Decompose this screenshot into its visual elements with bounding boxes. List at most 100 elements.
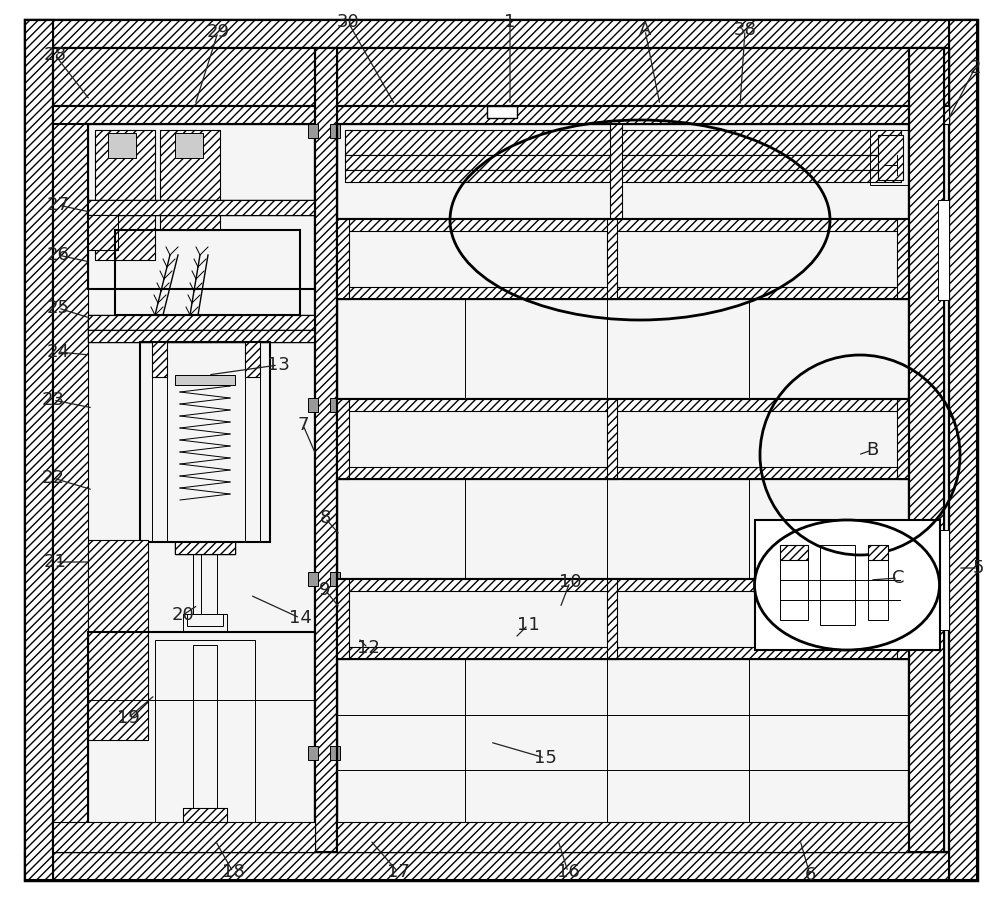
Bar xyxy=(315,48,337,852)
Text: 27: 27 xyxy=(46,196,70,214)
Bar xyxy=(88,200,315,215)
Bar xyxy=(897,399,909,479)
Bar xyxy=(160,130,220,230)
Circle shape xyxy=(377,244,383,250)
Circle shape xyxy=(557,244,563,250)
Bar xyxy=(88,315,315,330)
Circle shape xyxy=(357,424,363,430)
Bar xyxy=(152,342,167,377)
Circle shape xyxy=(597,450,603,456)
Bar xyxy=(88,215,118,250)
Bar xyxy=(155,640,255,840)
Circle shape xyxy=(857,270,863,276)
Circle shape xyxy=(517,424,523,430)
Circle shape xyxy=(517,630,523,636)
Text: 12: 12 xyxy=(357,639,379,657)
Circle shape xyxy=(637,424,643,430)
Circle shape xyxy=(677,630,683,636)
Circle shape xyxy=(437,630,443,636)
Circle shape xyxy=(557,270,563,276)
Bar xyxy=(53,124,315,852)
Bar xyxy=(949,20,977,880)
Circle shape xyxy=(357,604,363,610)
Text: 22: 22 xyxy=(42,469,64,487)
Text: 18: 18 xyxy=(222,863,244,881)
Text: A: A xyxy=(639,21,651,39)
Bar xyxy=(345,130,901,155)
Bar xyxy=(245,342,260,377)
Circle shape xyxy=(837,450,843,456)
Bar xyxy=(337,219,909,299)
Bar xyxy=(868,550,888,620)
Bar xyxy=(183,614,227,632)
Circle shape xyxy=(577,630,583,636)
Circle shape xyxy=(697,244,703,250)
Bar xyxy=(337,467,909,479)
Circle shape xyxy=(757,244,763,250)
Circle shape xyxy=(737,244,743,250)
Bar xyxy=(337,579,349,659)
Bar xyxy=(53,48,949,106)
Circle shape xyxy=(797,424,803,430)
Circle shape xyxy=(477,270,483,276)
Circle shape xyxy=(357,270,363,276)
Bar xyxy=(938,530,949,630)
Circle shape xyxy=(837,630,843,636)
Circle shape xyxy=(677,450,683,456)
Circle shape xyxy=(817,450,823,456)
Circle shape xyxy=(397,450,403,456)
Bar xyxy=(820,545,855,625)
Bar xyxy=(337,579,909,591)
Text: 5: 5 xyxy=(972,559,984,577)
Bar xyxy=(337,399,909,411)
Text: 29: 29 xyxy=(207,23,230,41)
Bar xyxy=(337,399,909,411)
Bar xyxy=(160,130,220,230)
Circle shape xyxy=(857,244,863,250)
Text: 14: 14 xyxy=(289,609,311,627)
Circle shape xyxy=(717,424,723,430)
Circle shape xyxy=(577,604,583,610)
Circle shape xyxy=(397,630,403,636)
Circle shape xyxy=(777,270,783,276)
Bar xyxy=(175,133,203,158)
Bar xyxy=(345,155,901,170)
Bar xyxy=(607,399,617,479)
Bar xyxy=(53,48,949,852)
Bar xyxy=(870,130,909,185)
Text: 1: 1 xyxy=(504,13,516,31)
Bar xyxy=(337,124,909,219)
Circle shape xyxy=(437,450,443,456)
Text: 11: 11 xyxy=(517,616,539,634)
Bar xyxy=(330,572,340,586)
Bar xyxy=(175,542,235,554)
Circle shape xyxy=(737,424,743,430)
Bar xyxy=(610,124,622,219)
Bar xyxy=(337,647,909,659)
Bar xyxy=(88,124,315,289)
Bar xyxy=(337,479,909,579)
Bar xyxy=(53,124,88,852)
Bar xyxy=(610,124,622,219)
Circle shape xyxy=(737,604,743,610)
Circle shape xyxy=(497,604,503,610)
Circle shape xyxy=(697,450,703,456)
Circle shape xyxy=(417,604,423,610)
Bar xyxy=(337,219,909,231)
Bar xyxy=(88,200,315,215)
Circle shape xyxy=(857,604,863,610)
Bar xyxy=(909,48,944,852)
Bar xyxy=(88,330,315,342)
Circle shape xyxy=(637,244,643,250)
Circle shape xyxy=(377,630,383,636)
Circle shape xyxy=(357,450,363,456)
Bar xyxy=(193,645,217,810)
Circle shape xyxy=(357,630,363,636)
Bar xyxy=(337,579,909,591)
Bar xyxy=(337,399,909,479)
Bar xyxy=(337,579,909,659)
Bar xyxy=(607,219,617,299)
Text: 20: 20 xyxy=(172,606,194,624)
Circle shape xyxy=(417,270,423,276)
Bar xyxy=(337,287,909,299)
